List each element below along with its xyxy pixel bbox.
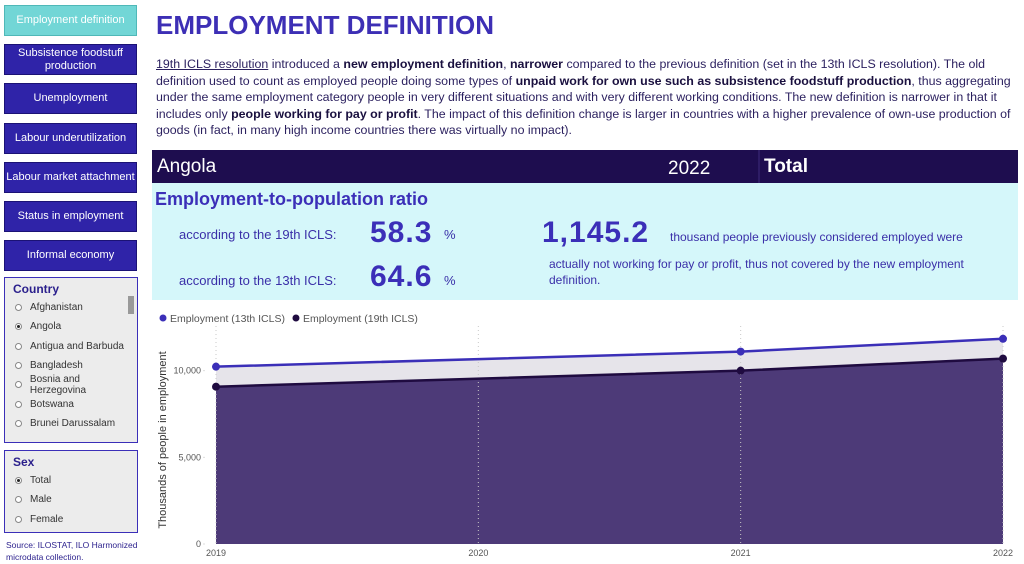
link[interactable]: 19th ICLS resolution <box>156 57 269 71</box>
nav-button[interactable]: Unemployment <box>4 83 137 115</box>
radio-button[interactable] <box>15 515 22 523</box>
text: . The impact of this definition change i… <box>156 106 1011 138</box>
radio-option[interactable]: Antigua and Barbuda <box>5 337 137 356</box>
option-label: Bosnia and Herzegovina <box>29 373 87 396</box>
page-title: EMPLOYMENT DEFINITION <box>156 10 494 40</box>
area <box>216 358 1003 544</box>
nav-button[interactable]: Subsistence foodstuff production <box>4 44 137 76</box>
country-slicer: Country Afghanistan Angola Antigua and Bar… <box>4 277 138 443</box>
y-axis-label: Thousands of people in employment <box>157 351 169 528</box>
option-label: Female <box>30 513 64 525</box>
point <box>999 354 1007 363</box>
point <box>736 366 745 375</box>
source: Source: ILOSTAT, ILO Harmonized microdat… <box>6 540 138 562</box>
text: people working for pay or profit <box>231 106 418 121</box>
kpi-title: Employment-to-population ratio <box>155 189 428 209</box>
option-label: Male <box>30 494 52 506</box>
y-tick-label: 5,000 <box>178 452 201 462</box>
radio-option[interactable]: Female <box>5 510 137 529</box>
option-label: Angola <box>30 321 62 333</box>
nav-button[interactable]: Labour underutilization <box>4 122 137 154</box>
kpi-label: according to the 13th ICLS: <box>179 273 337 288</box>
radio-option[interactable]: Angola <box>5 317 137 336</box>
slicer-title: Sex <box>13 455 35 469</box>
kpi-text: actually not working for pay or profit, … <box>549 257 964 287</box>
text: introduced a <box>268 57 344 71</box>
legend-marker <box>159 314 167 322</box>
nav-button[interactable]: Employment definition <box>4 5 137 36</box>
kpi-unit: % <box>444 227 456 242</box>
nav-button[interactable]: Labour market attachment <box>4 161 137 193</box>
kpi-text: thousand people previously considered em… <box>670 230 963 244</box>
radio-button[interactable] <box>15 342 22 350</box>
radio-option[interactable]: Bosnia and Herzegovina <box>5 373 137 396</box>
point <box>212 382 220 391</box>
option-label: Brunei Darussalam <box>30 417 116 429</box>
option-label: Antigua and Barbuda <box>30 340 124 352</box>
text: , thus aggregating under the same employ… <box>156 73 1011 121</box>
point <box>736 347 745 356</box>
text: unpaid work for own use such as subsiste… <box>515 73 912 88</box>
area <box>216 338 1003 544</box>
description: 19th ICLS resolution introduced a new em… <box>156 56 1020 139</box>
sex-slicer: Sex Total Male Female <box>4 450 138 533</box>
line <box>215 357 1004 388</box>
banner: Angola 2022 Total <box>152 150 1018 183</box>
x-tick-label: 2020 <box>468 548 488 558</box>
radio-option[interactable]: Brunei Darussalam <box>5 414 137 433</box>
text: , <box>503 57 510 71</box>
banner-sex: Total <box>764 156 808 177</box>
radio-button[interactable] <box>15 362 22 370</box>
kpi-value: 58.3 <box>370 216 433 249</box>
radio-option[interactable]: Male <box>5 490 137 509</box>
radio-button[interactable] <box>15 400 22 408</box>
radio-button[interactable] <box>15 477 22 485</box>
kpi-panel: Employment-to-population ratio according… <box>152 183 1018 300</box>
radio-option[interactable]: Botswana <box>5 394 137 413</box>
y-tick-label: 10,000 <box>173 366 201 376</box>
point <box>212 362 220 371</box>
y-tick-label: 0 <box>196 539 201 549</box>
nav-button[interactable]: Informal economy <box>4 240 137 272</box>
legend-label: Employment (13th ICLS) <box>170 313 285 325</box>
banner-year: 2022 <box>668 158 711 179</box>
radio-option[interactable]: Afghanistan <box>5 298 137 317</box>
radio-option[interactable]: Bangladesh <box>5 356 137 375</box>
x-tick-label: 2022 <box>993 548 1013 558</box>
radio-button[interactable] <box>15 496 22 504</box>
legend-marker <box>292 314 300 322</box>
radio-button[interactable] <box>15 304 22 312</box>
text: narrower <box>509 57 564 71</box>
text: compared to the previous definition (set… <box>156 57 985 88</box>
radio-button[interactable] <box>15 323 22 331</box>
divider <box>758 150 1018 183</box>
option-label: Bangladesh <box>30 360 83 372</box>
radio-button[interactable] <box>15 419 22 427</box>
nav-button[interactable]: Status in employment <box>4 201 137 232</box>
kpi-unit: % <box>444 273 456 288</box>
x-tick-label: 2019 <box>206 548 226 558</box>
legend-label: Employment (19th ICLS) <box>303 313 418 325</box>
point <box>999 334 1007 343</box>
banner-country: Angola <box>157 156 217 177</box>
option-label: Afghanistan <box>30 302 83 314</box>
option-label: Botswana <box>30 398 74 410</box>
radio-button[interactable] <box>15 381 22 389</box>
slicer-title: Country <box>13 282 59 296</box>
text: new employment definition <box>343 57 504 71</box>
option-label: Total <box>30 475 52 487</box>
kpi-label: according to the 19th ICLS: <box>179 227 337 242</box>
kpi-difference: 1,145.2 <box>542 216 650 249</box>
kpi-value: 64.6 <box>370 260 433 293</box>
x-tick-label: 2021 <box>731 548 751 558</box>
scrollbar[interactable] <box>128 296 134 314</box>
radio-option[interactable]: Total <box>5 471 137 490</box>
line <box>215 337 1004 368</box>
